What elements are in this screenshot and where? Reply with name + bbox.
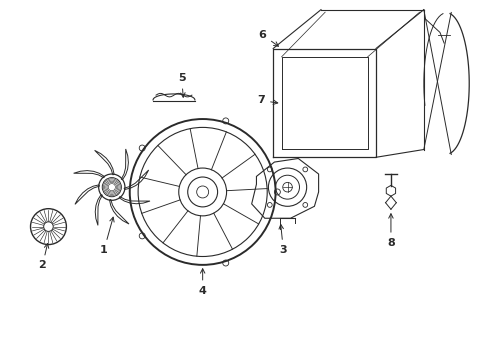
Text: 5: 5 xyxy=(178,73,185,97)
Text: 1: 1 xyxy=(100,217,114,255)
Text: 4: 4 xyxy=(198,269,206,296)
Text: 2: 2 xyxy=(39,243,49,270)
Text: 8: 8 xyxy=(386,214,394,248)
Text: 3: 3 xyxy=(279,225,286,255)
Text: 7: 7 xyxy=(257,95,277,105)
Text: 6: 6 xyxy=(258,30,278,46)
